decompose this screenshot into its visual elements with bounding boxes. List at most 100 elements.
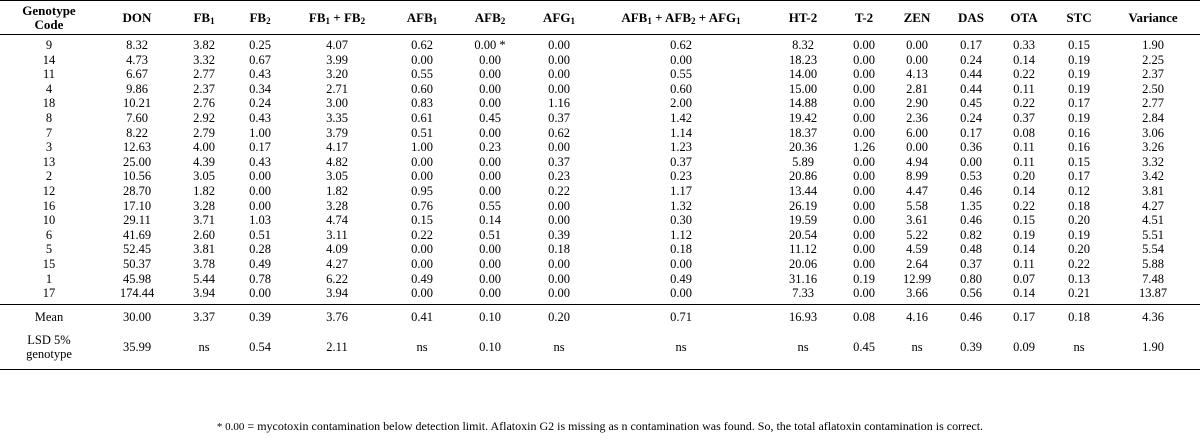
- cell-stc: 0.16: [1068, 140, 1090, 155]
- cell-zen: 4.47: [906, 183, 928, 198]
- cell-afsum: 0.49: [670, 271, 692, 286]
- cell-afsum: 2.00: [670, 96, 692, 111]
- header-afsum-part: AFB: [621, 9, 648, 25]
- cell-fb1: 3.32: [193, 52, 215, 67]
- mean-fb2: 0.39: [232, 303, 288, 325]
- cell-afg1: 0.00: [548, 271, 570, 286]
- cell-afg1: 0.00: [548, 198, 570, 213]
- cell-don: 41.69: [122, 227, 152, 242]
- cell-don: 8.32: [126, 38, 148, 52]
- cell-afg1: 0.39: [548, 227, 570, 242]
- cell-afsum: 0.00: [670, 52, 692, 67]
- cell-ota: 0.37: [1013, 110, 1035, 125]
- lsd-label-line2: genotype: [26, 346, 72, 361]
- cell-stc: 0.15: [1068, 154, 1090, 169]
- cell-fb12: 1.82: [326, 183, 348, 198]
- cell-ht2: 19.42: [788, 110, 818, 125]
- cell-das: 0.45: [960, 96, 982, 111]
- table-row: 14 4.73 3.32 0.67 3.99 0.00 0.00 0.00 0.00 18.23 0…: [0, 53, 1200, 68]
- genotype-code-cell: 4: [45, 81, 53, 96]
- cell-afg1: 0.00: [548, 67, 570, 82]
- cell-afsum: 0.30: [670, 213, 692, 228]
- cell-ht2: 18.37: [788, 125, 818, 140]
- cell-t2: 0.00: [853, 96, 875, 111]
- cell-zen: 2.81: [906, 81, 928, 96]
- header-afg1-subscript: 1: [570, 15, 575, 26]
- header-afsum-subscript: 1: [736, 15, 741, 26]
- table-row: 12 28.70 1.82 0.00 1.82 0.95 0.00 0.22 1.17 13.44…: [0, 184, 1200, 199]
- cell-afb2: 0.00: [479, 52, 501, 67]
- cell-fb1: 2.37: [193, 81, 215, 96]
- cell-ht2: 15.00: [788, 81, 818, 96]
- cell-ota: 0.14: [1013, 52, 1035, 67]
- header-ht2-part: HT-2: [788, 9, 818, 25]
- cell-fb12: 3.05: [326, 169, 348, 184]
- cell-variance: 13.87: [1138, 286, 1168, 301]
- cell-stc: 0.20: [1068, 242, 1090, 257]
- cell-fb2: 0.24: [249, 96, 271, 111]
- table-row: 5 52.45 3.81 0.28 4.09 0.00 0.00 0.18 0.18 11.12 0…: [0, 242, 1200, 257]
- cell-ota: 0.14: [1013, 286, 1035, 301]
- header-das-part: DAS: [957, 9, 984, 25]
- table-row: 1 45.98 5.44 0.78 6.22 0.49 0.00 0.00 0.49 31.16 0…: [0, 272, 1200, 287]
- cell-t2: 0.00: [853, 256, 875, 271]
- header-afb1-part: AFB: [406, 9, 433, 25]
- header-t2-part: T-2: [854, 9, 874, 25]
- cell-stc: 0.19: [1068, 52, 1090, 67]
- cell-afg1: 0.00: [548, 140, 570, 155]
- cell-ota: 0.33: [1013, 38, 1035, 52]
- cell-fb12: 4.82: [326, 154, 348, 169]
- cell-fb1: 4.39: [193, 154, 215, 169]
- cell-fb12: 4.27: [326, 256, 348, 271]
- table-row: 10 29.11 3.71 1.03 4.74 0.15 0.14 0.00 0.30 19.59…: [0, 213, 1200, 228]
- cell-don: 28.70: [122, 183, 152, 198]
- cell-t2: 0.00: [853, 67, 875, 82]
- cell-fb1: 2.60: [193, 227, 215, 242]
- lsd-zen: ns: [888, 324, 946, 370]
- cell-zen: 0.00: [906, 52, 928, 67]
- cell-variance: 7.48: [1142, 271, 1164, 286]
- cell-ht2: 14.00: [788, 67, 818, 82]
- cell-don: 29.11: [123, 213, 151, 228]
- lsd-label: LSD 5% genotype: [0, 324, 98, 370]
- header-fb2-subscript: 2: [266, 15, 271, 26]
- cell-afsum: 0.60: [670, 81, 692, 96]
- table-row: 6 41.69 2.60 0.51 3.11 0.22 0.51 0.39 1.12 20.54 0…: [0, 228, 1200, 243]
- cell-afb2: 0.00: [479, 286, 501, 301]
- header-zen-part: ZEN: [903, 9, 931, 25]
- mean-row: Mean 30.00 3.37 0.39 3.76 0.41 0.10 0.20 0.71 16…: [0, 303, 1200, 325]
- cell-afg1: 0.00: [548, 213, 570, 228]
- cell-fb1: 5.44: [193, 271, 215, 286]
- genotype-code-cell: 6: [45, 227, 53, 242]
- cell-afb1: 0.49: [411, 271, 433, 286]
- genotype-code-cell: 7: [45, 125, 53, 140]
- cell-t2: 0.00: [853, 81, 875, 96]
- cell-afb2: 0.23: [479, 140, 501, 155]
- summary-body: Mean 30.00 3.37 0.39 3.76 0.41 0.10 0.20 0.71 16…: [0, 303, 1200, 370]
- mean-ota: 0.17: [996, 303, 1052, 325]
- cell-das: 1.35: [960, 198, 982, 213]
- cell-afg1: 1.16: [548, 96, 570, 111]
- cell-fb2: 0.28: [249, 242, 271, 257]
- cell-fb12: 3.79: [326, 125, 348, 140]
- genotype-code-cell: 15: [42, 256, 56, 271]
- table-row: 18 10.21 2.76 0.24 3.00 0.83 0.00 1.16 2.00 14.88…: [0, 96, 1200, 111]
- cell-das: 0.24: [960, 52, 982, 67]
- cell-variance: 5.51: [1142, 227, 1164, 242]
- cell-fb2: 1.00: [249, 125, 271, 140]
- cell-das: 0.46: [960, 183, 982, 198]
- cell-stc: 0.17: [1068, 169, 1090, 184]
- cell-fb2: 0.43: [249, 154, 271, 169]
- table-row: 17 174.44 3.94 0.00 3.94 0.00 0.00 0.00 0.00 7.33…: [0, 286, 1200, 304]
- cell-don: 45.98: [122, 271, 152, 286]
- cell-variance: 5.88: [1142, 256, 1164, 271]
- lsd-afg1: ns: [522, 324, 596, 370]
- header-genotype-code: Genotype Code: [0, 0, 98, 35]
- cell-fb12: 3.11: [326, 227, 348, 242]
- cell-das: 0.80: [960, 271, 982, 286]
- cell-stc: 0.22: [1068, 256, 1090, 271]
- cell-fb2: 0.17: [249, 140, 271, 155]
- cell-ota: 0.07: [1013, 271, 1035, 286]
- cell-afb2: 0.00: [479, 96, 501, 111]
